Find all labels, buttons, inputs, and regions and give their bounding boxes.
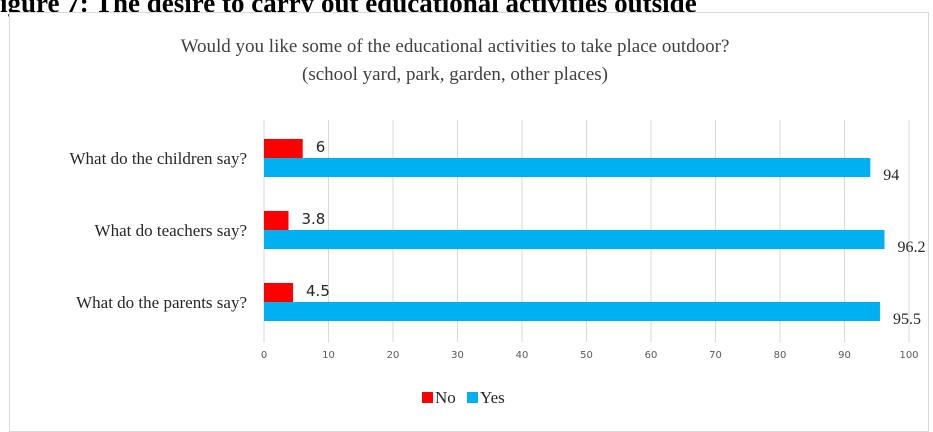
legend: No Yes	[422, 388, 505, 407]
bars: 6 3.8 4.5 94 96.2 95.5	[264, 138, 925, 328]
data-label: 3.8	[302, 210, 326, 228]
bar-no	[264, 283, 294, 302]
bar-no	[264, 211, 289, 230]
x-tick-label: 100	[899, 350, 918, 361]
y-axis-categories: What do the children say? What do teacher…	[70, 149, 248, 312]
x-tick-label: 0	[261, 350, 267, 361]
category-label: What do the children say?	[70, 149, 248, 168]
data-label: 95.5	[893, 311, 921, 328]
bar-no	[264, 139, 303, 158]
x-tick-label: 10	[322, 350, 335, 361]
x-tick-label: 40	[516, 350, 529, 361]
chart-area	[9, 12, 929, 432]
bar-yes	[264, 230, 885, 249]
data-label: 4.5	[306, 282, 330, 300]
x-tick-label: 20	[387, 350, 400, 361]
x-tick-label: 70	[709, 350, 722, 361]
x-tick-label: 30	[451, 350, 464, 361]
chart-title: Would you like some of the educational a…	[181, 36, 730, 57]
data-label: 6	[316, 138, 326, 156]
x-tick-label: 60	[645, 350, 658, 361]
category-label: What do the parents say?	[76, 293, 247, 312]
x-tick-label: 80	[774, 350, 787, 361]
bar-yes	[264, 302, 880, 321]
x-axis-ticks: 0 10 20 30 40 50 60 70 80 90 100	[261, 350, 919, 361]
data-label: 96.2	[897, 239, 925, 256]
chart-subtitle: (school yard, park, garden, other places…	[302, 64, 608, 85]
legend-label-no: No	[435, 388, 456, 407]
bar-yes	[264, 158, 871, 177]
x-tick-label: 90	[838, 350, 851, 361]
legend-swatch-yes	[467, 392, 478, 403]
legend-label-yes: Yes	[480, 388, 505, 407]
legend-swatch-no	[422, 392, 433, 403]
data-label: 94	[883, 167, 899, 184]
x-tick-label: 50	[580, 350, 593, 361]
category-label: What do teachers say?	[95, 221, 247, 240]
